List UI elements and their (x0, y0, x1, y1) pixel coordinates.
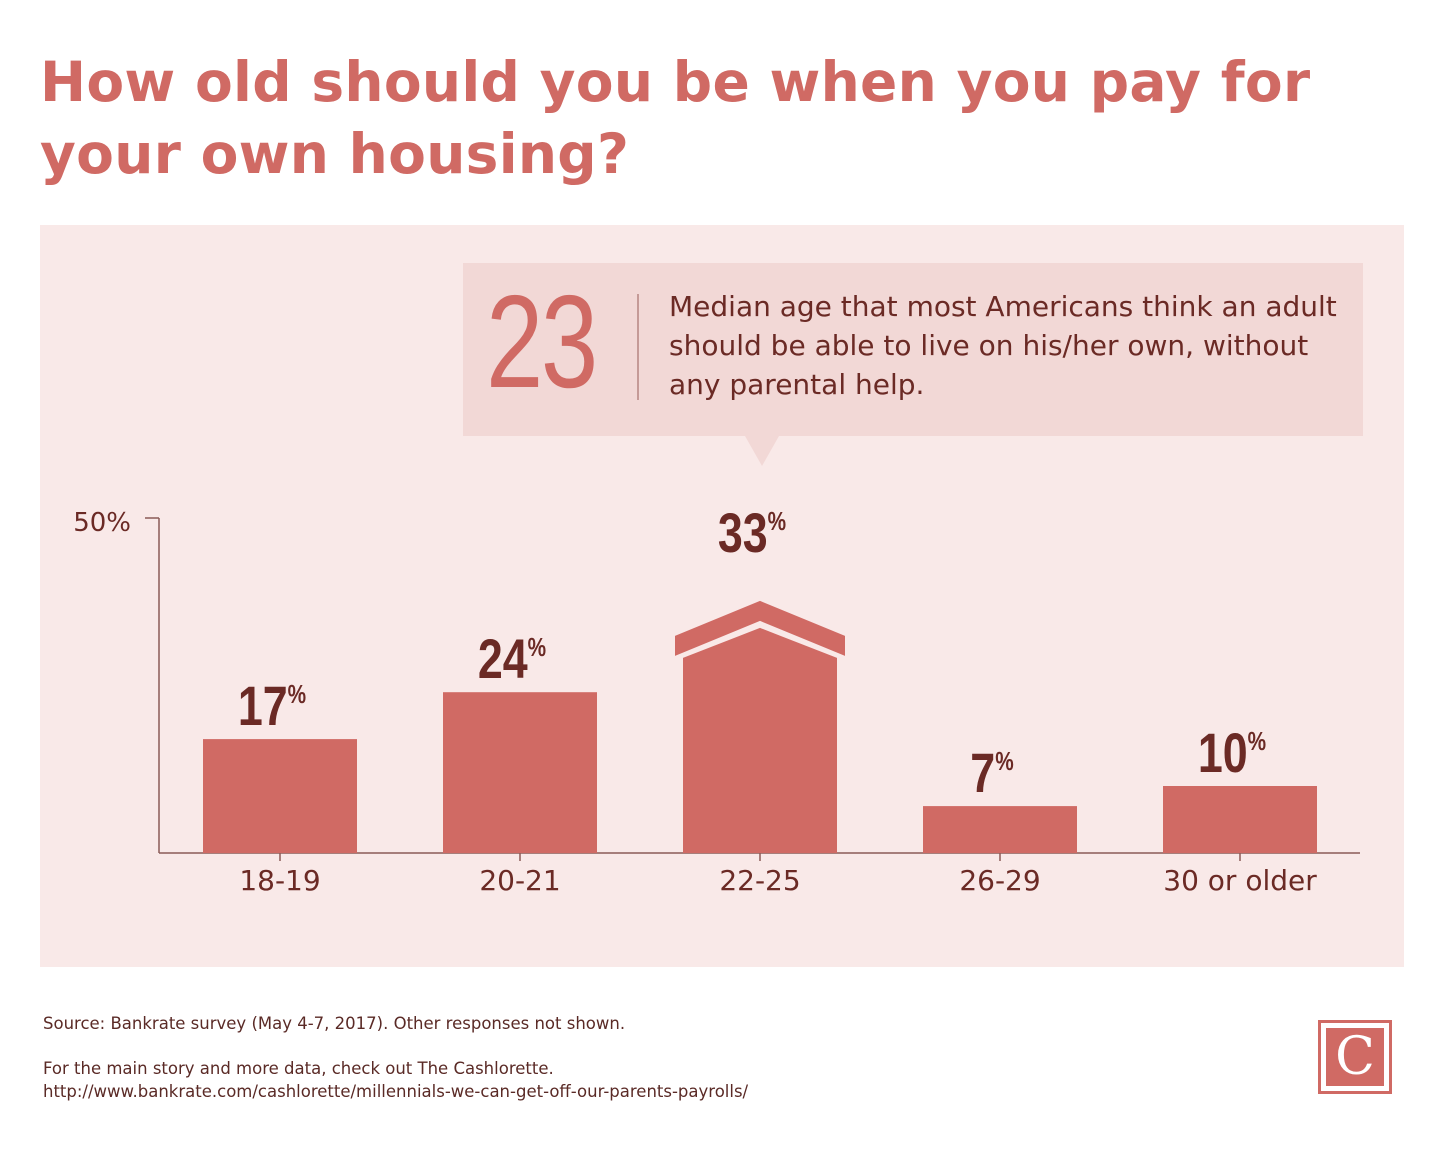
bar (203, 739, 357, 853)
bar-value-suffix: % (995, 747, 1014, 776)
bar-highlight (683, 627, 837, 853)
callout-pointer (745, 436, 779, 466)
bar (923, 806, 1077, 853)
callout-number: 23 (486, 268, 598, 415)
bar-value-label: 33% (718, 501, 786, 564)
bar-value-label: 17% (238, 674, 306, 737)
bar-value-suffix: % (288, 680, 307, 709)
bar (1163, 786, 1317, 853)
footer-url[interactable]: http://www.bankrate.com/cashlorette/mill… (43, 1082, 749, 1101)
x-tick-label: 26-29 (959, 864, 1040, 897)
bar-value-suffix: % (1248, 727, 1267, 756)
logo-mark: C (1326, 1028, 1384, 1086)
callout-divider (637, 294, 639, 400)
footer-source: Source: Bankrate survey (May 4-7, 2017).… (43, 1014, 626, 1033)
bar-value-label: 7% (970, 741, 1013, 804)
callout-text: Median age that most Americans think an … (669, 290, 1337, 401)
x-tick-label: 18-19 (239, 864, 320, 897)
bar-value-label: 24% (478, 627, 546, 690)
x-tick-label: 20-21 (479, 864, 560, 897)
bar (443, 692, 597, 853)
bar-roof (675, 600, 845, 656)
callout-box (463, 263, 1363, 436)
bar-value-suffix: % (528, 633, 547, 662)
cashlorette-logo: C (1318, 1020, 1392, 1094)
footer-note: For the main story and more data, check … (43, 1059, 554, 1078)
y-tick-label: 50% (73, 508, 131, 538)
logo-letter: C (1335, 1027, 1375, 1087)
x-tick-label: 22-25 (719, 864, 800, 897)
bar-value-label: 10% (1198, 721, 1266, 784)
x-tick-label: 30 or older (1163, 864, 1317, 897)
bar-value-suffix: % (768, 507, 787, 536)
chart-title: How old should you be when you pay for y… (40, 50, 1311, 186)
